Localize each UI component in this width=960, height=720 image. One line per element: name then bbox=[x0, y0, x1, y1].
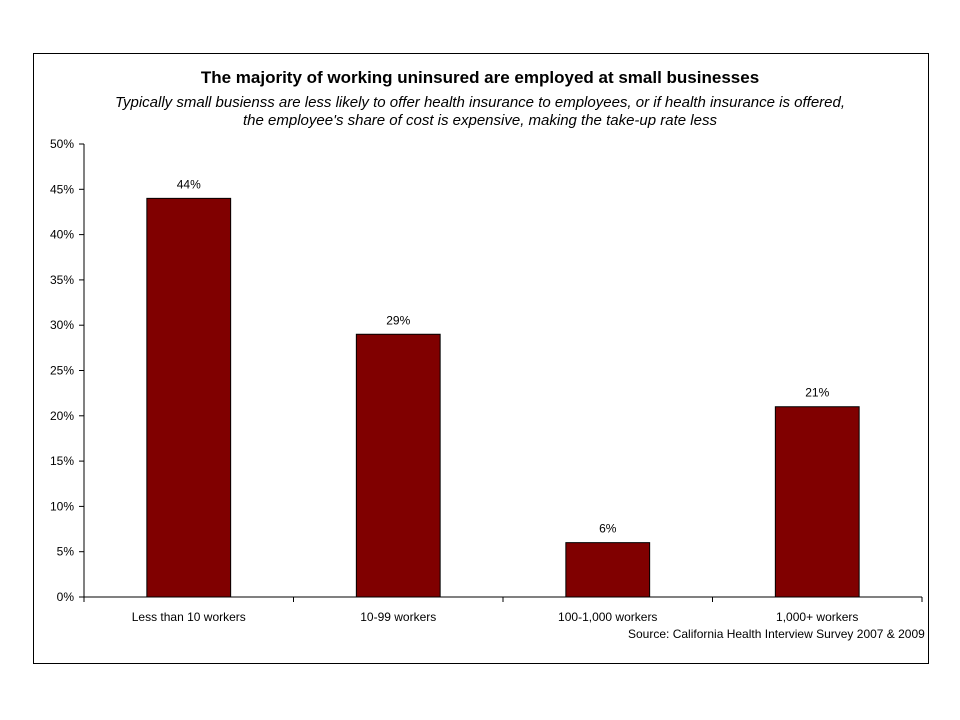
bar bbox=[355, 333, 441, 598]
y-tick-label: 45% bbox=[50, 182, 74, 196]
y-tick-label: 30% bbox=[50, 318, 74, 332]
data-label: 21% bbox=[805, 386, 829, 400]
y-tick-label: 25% bbox=[50, 364, 74, 378]
data-label: 44% bbox=[177, 177, 201, 191]
data-label: 29% bbox=[386, 313, 410, 327]
data-label: 6% bbox=[599, 522, 617, 536]
y-tick-label: 35% bbox=[50, 273, 74, 287]
y-tick-label: 40% bbox=[50, 228, 74, 242]
chart-subtitle: Typically small busienss are less likely… bbox=[114, 94, 846, 129]
y-tick-label: 5% bbox=[57, 545, 75, 559]
chart-title: The majority of working uninsured are em… bbox=[200, 68, 760, 87]
x-tick-label: Less than 10 workers bbox=[132, 610, 246, 624]
y-tick-label: 20% bbox=[50, 409, 74, 423]
bar bbox=[774, 406, 860, 598]
bar bbox=[565, 542, 651, 598]
y-tick-label: 15% bbox=[50, 454, 74, 468]
y-tick-label: 10% bbox=[50, 499, 74, 513]
y-tick-label: 0% bbox=[57, 590, 75, 604]
bars bbox=[146, 197, 860, 598]
y-axis: 0% 5% 10% 15% 20% 25% 30% 35% 40% 45% 50% bbox=[50, 137, 85, 604]
y-tick-label: 50% bbox=[50, 137, 74, 151]
bar bbox=[146, 197, 232, 598]
x-axis: Less than 10 workers 10-99 workers 100-1,0… bbox=[83, 596, 923, 624]
x-tick-label: 1,000+ workers bbox=[776, 610, 858, 624]
x-tick-label: 100-1,000 workers bbox=[558, 610, 657, 624]
source-note: Source: California Health Interview Surv… bbox=[628, 627, 925, 641]
data-labels: 44% 29% 6% 21% bbox=[177, 177, 830, 535]
x-tick-label: 10-99 workers bbox=[360, 610, 436, 624]
